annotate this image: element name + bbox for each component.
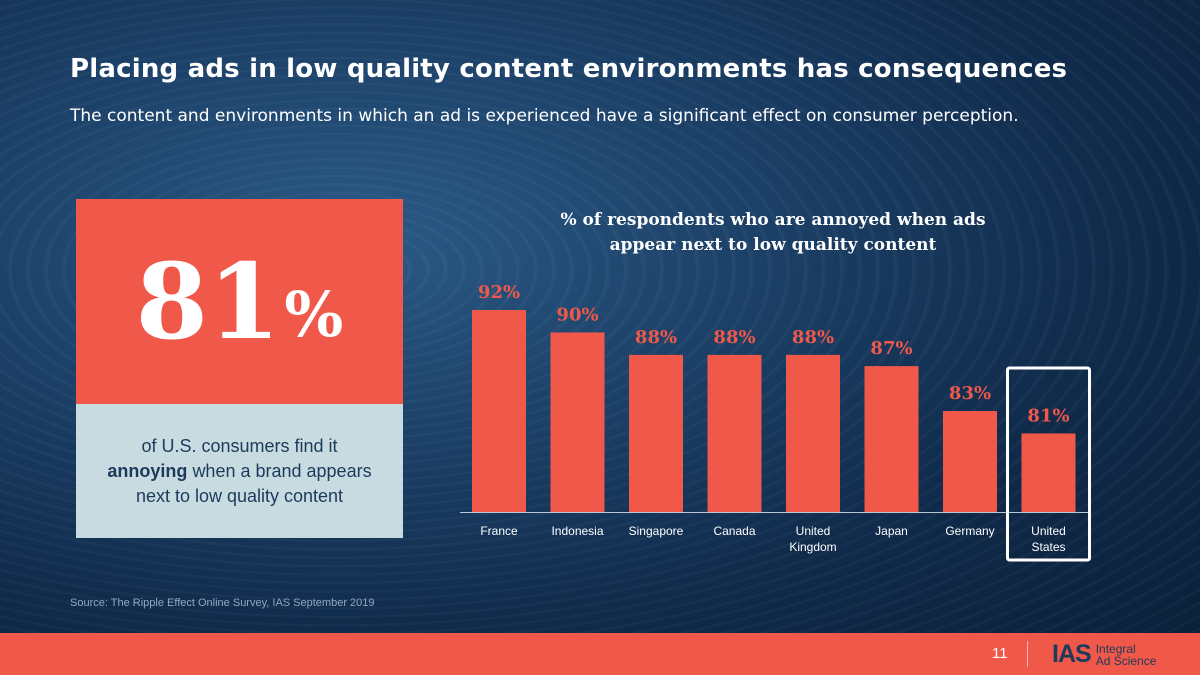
data-label-5: 87%	[870, 338, 912, 359]
source-note: Source: The Ripple Effect Online Survey,…	[70, 597, 375, 609]
stat-text-bold: annoying	[107, 460, 188, 481]
stat-value: 81	[135, 239, 281, 363]
tick-label-5-0: Japan	[875, 524, 908, 538]
stat-percent-sign: %	[284, 277, 344, 351]
data-label-0: 92%	[478, 282, 520, 303]
footer-divider	[1027, 641, 1028, 667]
stat-text-before: of U.S. consumers find it	[141, 435, 338, 456]
stat-number-panel: 81%	[76, 199, 403, 404]
bar-7	[1021, 433, 1076, 512]
chart-title-line-2: appear next to low quality content	[609, 235, 937, 255]
stat-number: 81%	[135, 239, 344, 363]
page-number: 11	[992, 645, 1008, 662]
data-label-6: 83%	[949, 383, 991, 404]
bar-2	[629, 354, 683, 512]
ias-logo: IAS Integral Ad Science	[1052, 640, 1156, 669]
tick-label-3-0: Canada	[713, 524, 755, 538]
logo-line-2: Ad Science	[1095, 653, 1157, 668]
stat-description-panel: of U.S. consumers find it annoying when …	[76, 404, 403, 538]
stat-callout: 81% of U.S. consumers find it annoying w…	[76, 199, 403, 538]
highlight-box	[1006, 366, 1091, 562]
tick-label-1-0: Indonesia	[551, 524, 603, 538]
tick-label-0-0: France	[480, 524, 518, 538]
chart-title: % of respondents who are annoyed when ad…	[500, 208, 1046, 258]
tick-label-2-0: Singapore	[629, 524, 684, 538]
tick-label-4-1: Kingdom	[789, 540, 836, 554]
stat-text-after: when a brand appears next to low quality…	[135, 460, 372, 506]
stat-description: of U.S. consumers find it annoying when …	[76, 434, 403, 509]
tick-label-6-0: Germany	[945, 524, 994, 538]
tick-label-7-0: United	[1031, 524, 1066, 538]
slide-subtitle: The content and environments in which an…	[70, 106, 1019, 126]
chart-title-line-1: % of respondents who are annoyed when ad…	[560, 210, 986, 230]
logo-words: Integral Ad Science	[1096, 643, 1157, 667]
bar-0	[472, 310, 526, 512]
slide-title: Placing ads in low quality content envir…	[70, 54, 1068, 84]
data-label-1: 90%	[556, 304, 598, 325]
bar-chart: 92% France 90% Indonesia 88% Singapore 88% Cana…	[460, 282, 1091, 562]
bar-1	[550, 332, 605, 512]
logo-line-1: Integral	[1095, 641, 1136, 656]
bar-3	[707, 354, 762, 512]
data-label-3: 88%	[713, 327, 755, 348]
tick-label-4-0: United	[796, 524, 831, 538]
footer-bar	[0, 633, 1200, 675]
bar-5	[864, 366, 919, 512]
data-label-7: 81%	[1027, 405, 1069, 426]
bar-6	[943, 411, 997, 512]
tick-label-7-1: States	[1031, 540, 1065, 554]
data-label-2: 88%	[635, 327, 677, 348]
logo-mark: IAS	[1052, 640, 1092, 668]
bar-4	[786, 354, 840, 512]
data-label-4: 88%	[792, 327, 834, 348]
